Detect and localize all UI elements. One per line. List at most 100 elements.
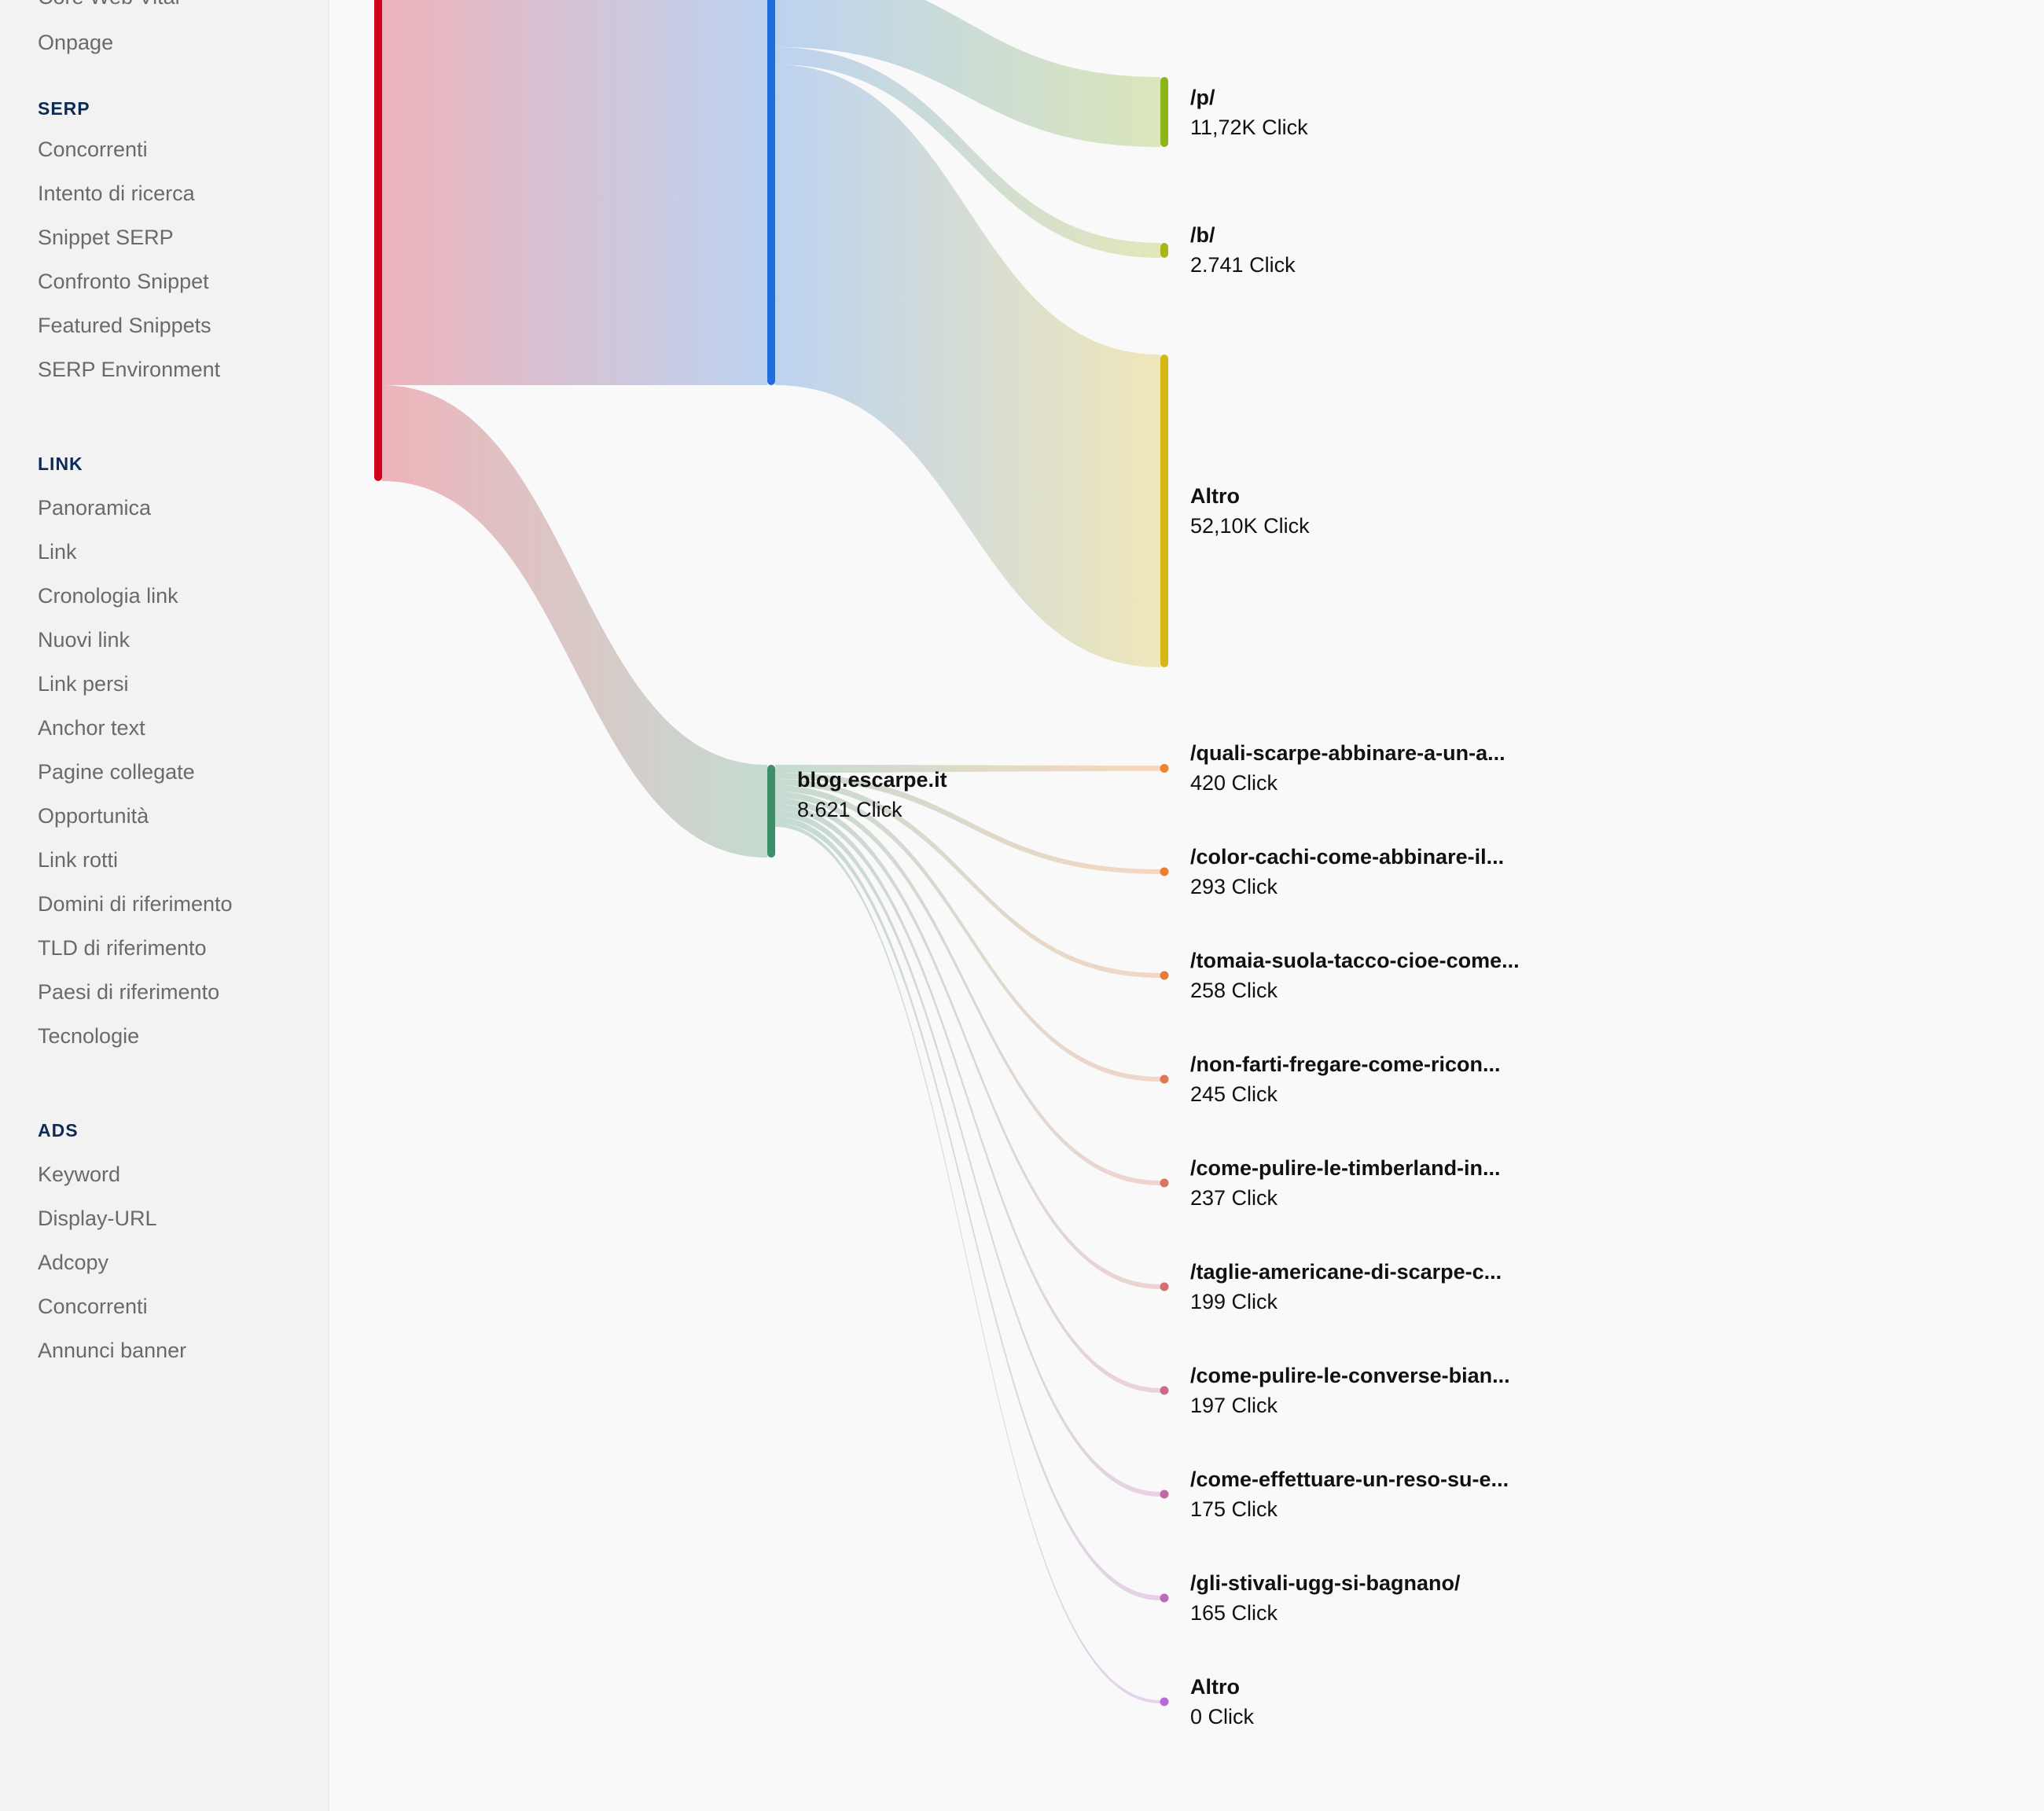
sidebar-item-concorrenti[interactable]: Concorrenti	[38, 1295, 148, 1318]
sankey-label-blog: blog.escarpe.it 8.621 Click	[797, 765, 947, 825]
node-click-count: 8.621 Click	[797, 798, 903, 821]
sankey-node-t1[interactable]	[1160, 764, 1169, 773]
node-click-count: 258 Click	[1190, 979, 1278, 1002]
sidebar-item-display-url[interactable]: Display-URL	[38, 1207, 157, 1230]
sidebar-item-anchor-text[interactable]: Anchor text	[38, 716, 145, 740]
sidebar-item-panoramica[interactable]: Panoramica	[38, 496, 152, 520]
sidebar-item-tecnologie[interactable]: Tecnologie	[38, 1024, 140, 1048]
sankey-node-t5[interactable]	[1160, 1178, 1169, 1188]
sankey-node-altro1[interactable]	[1160, 354, 1168, 667]
sankey-label-p: /p/11,72K Click	[1190, 83, 1308, 142]
sidebar-item-featured-snippets[interactable]: Featured Snippets	[38, 314, 211, 337]
node-click-count: 0 Click	[1190, 1705, 1255, 1728]
node-name: blog.escarpe.it	[797, 768, 947, 792]
sankey-link-root-main[interactable]	[382, 0, 767, 386]
sankey-link-main-p[interactable]	[775, 0, 1160, 147]
sidebar-section-link: LINK	[38, 454, 83, 474]
node-name: Altro	[1190, 1675, 1240, 1699]
sankey-node-t3[interactable]	[1160, 971, 1169, 980]
sankey-link-root-blog[interactable]	[382, 385, 767, 858]
node-click-count: 165 Click	[1190, 1601, 1278, 1625]
node-name: /quali-scarpe-abbinare-a-un-a...	[1190, 741, 1505, 765]
sankey-node-t10[interactable]	[1160, 1697, 1169, 1706]
sidebar-item-opportunita[interactable]: Opportunità	[38, 804, 149, 828]
sankey-node-t8[interactable]	[1160, 1490, 1169, 1499]
sidebar-item-domini-di-riferimento[interactable]: Domini di riferimento	[38, 892, 233, 916]
sankey-label-t3: /tomaia-suola-tacco-cioe-come... 258 Clic…	[1190, 946, 1520, 1005]
node-name: /non-farti-fregare-come-ricon...	[1190, 1052, 1501, 1076]
node-name: /come-pulire-le-converse-bian...	[1190, 1364, 1510, 1387]
sankey-link-blog-t7[interactable]	[775, 804, 1160, 1393]
sidebar-item-intento-di-ricerca[interactable]: Intento di ricerca	[38, 182, 195, 205]
sidebar-item-tld-di-riferimento[interactable]: TLD di riferimento	[38, 936, 207, 960]
node-name: /gli-stivali-ugg-si-bagnano/	[1190, 1571, 1461, 1595]
node-name: /color-cachi-come-abbinare-il...	[1190, 845, 1505, 869]
node-click-count: 237 Click	[1190, 1186, 1278, 1210]
sankey-label-t4: /non-farti-fregare-come-ricon... 245 Clic…	[1190, 1049, 1501, 1109]
node-name: /come-pulire-le-timberland-in...	[1190, 1156, 1501, 1180]
sidebar-item-adcopy[interactable]: Adcopy	[38, 1251, 109, 1274]
sidebar-item-link-persi[interactable]: Link persi	[38, 672, 129, 696]
sankey-label-t7: /come-pulire-le-converse-bian... 197 Clic…	[1190, 1361, 1510, 1420]
sankey-link-blog-t3[interactable]	[775, 779, 1160, 978]
sankey-link-blog-t2[interactable]	[775, 773, 1160, 874]
sankey-label-t2: /color-cachi-come-abbinare-il... 293 Clic…	[1190, 842, 1504, 902]
node-name: /tomaia-suola-tacco-cioe-come...	[1190, 949, 1520, 972]
sidebar-item-onpage[interactable]: Onpage	[38, 31, 114, 54]
node-click-count: 197 Click	[1190, 1394, 1278, 1417]
sankey-node-main[interactable]	[767, 0, 775, 385]
sankey-node-b[interactable]	[1160, 243, 1168, 258]
sidebar-item-serp-environment[interactable]: SERP Environment	[38, 358, 221, 381]
node-click-count: 245 Click	[1190, 1082, 1278, 1106]
sidebar-item-nuovi-link[interactable]: Nuovi link	[38, 628, 131, 652]
sidebar-item-confronto-snippet[interactable]: Confronto Snippet	[38, 270, 209, 293]
node-click-count: 52,10K Click	[1190, 514, 1310, 538]
sankey-label-t9: /gli-stivali-ugg-si-bagnano/165 Click	[1190, 1568, 1461, 1628]
sankey-label-b: /b/2.741 Click	[1190, 220, 1296, 280]
sankey-link-main-b[interactable]	[775, 47, 1160, 258]
sankey-label-t6: /taglie-americane-di-scarpe-c... 199 Clic…	[1190, 1257, 1502, 1317]
sidebar-item-concorrenti[interactable]: Concorrenti	[38, 138, 148, 161]
sidebar-item-cronologia-link[interactable]: Cronologia link	[38, 584, 178, 608]
sidebar-nav: Core Web Vital Onpage SERP Concorrenti Inten…	[0, 0, 329, 1811]
node-click-count: 175 Click	[1190, 1497, 1278, 1521]
sankey-link-blog-t6[interactable]	[775, 798, 1160, 1289]
node-click-count: 420 Click	[1190, 771, 1278, 795]
node-click-count: 2.741 Click	[1190, 253, 1296, 277]
sankey-link-blog-t5[interactable]	[775, 792, 1160, 1185]
node-name: /b/	[1190, 223, 1215, 247]
sidebar-item-snippet-serp[interactable]: Snippet SERP	[38, 226, 174, 249]
sidebar-item-pagine-collegate[interactable]: Pagine collegate	[38, 760, 195, 784]
sankey-label-t1: /quali-scarpe-abbinare-a-un-a... 420 Clic…	[1190, 738, 1505, 798]
sankey-link-blog-t9[interactable]	[775, 817, 1160, 1600]
sankey-link-blog-t10[interactable]	[775, 823, 1160, 1703]
node-click-count: 199 Click	[1190, 1290, 1278, 1313]
sidebar-item-annunci-banner[interactable]: Annunci banner	[38, 1339, 187, 1362]
sidebar-item-core-web-vital[interactable]: Core Web Vital	[38, 0, 180, 10]
sankey-node-t6[interactable]	[1160, 1282, 1169, 1291]
sankey-node-t4[interactable]	[1160, 1074, 1169, 1084]
sankey-label-t8: /come-effettuare-un-reso-su-e... 175 Clic…	[1190, 1464, 1509, 1524]
sidebar-section-serp: SERP	[38, 98, 90, 119]
sankey-link-main-altro1[interactable]	[775, 64, 1160, 667]
sankey-node-t9[interactable]	[1160, 1593, 1169, 1603]
sidebar-item-paesi-di-riferimento[interactable]: Paesi di riferimento	[38, 980, 220, 1004]
sidebar-section-ads: ADS	[38, 1120, 79, 1141]
sankey-node-root[interactable]	[374, 0, 382, 481]
sankey-label-altro1: Altro 52,10K Click	[1190, 481, 1310, 541]
sankey-link-blog-t4[interactable]	[775, 785, 1160, 1082]
sankey-link-blog-t1[interactable]	[775, 765, 1160, 773]
sidebar-item-link-rotti[interactable]: Link rotti	[38, 848, 119, 872]
sankey-node-blog[interactable]	[767, 765, 775, 858]
node-name: /come-effettuare-un-reso-su-e...	[1190, 1468, 1509, 1491]
sankey-label-t10: Altro 0 Click	[1190, 1672, 1254, 1732]
sidebar-item-keyword[interactable]: Keyword	[38, 1163, 121, 1186]
sankey-node-t7[interactable]	[1160, 1386, 1169, 1395]
sankey-node-p[interactable]	[1160, 77, 1168, 147]
sidebar-item-link[interactable]: Link	[38, 540, 77, 564]
sankey-link-blog-t8[interactable]	[775, 810, 1160, 1497]
node-name: /p/	[1190, 86, 1215, 109]
node-click-count: 293 Click	[1190, 875, 1278, 898]
sankey-node-t2[interactable]	[1160, 867, 1169, 876]
